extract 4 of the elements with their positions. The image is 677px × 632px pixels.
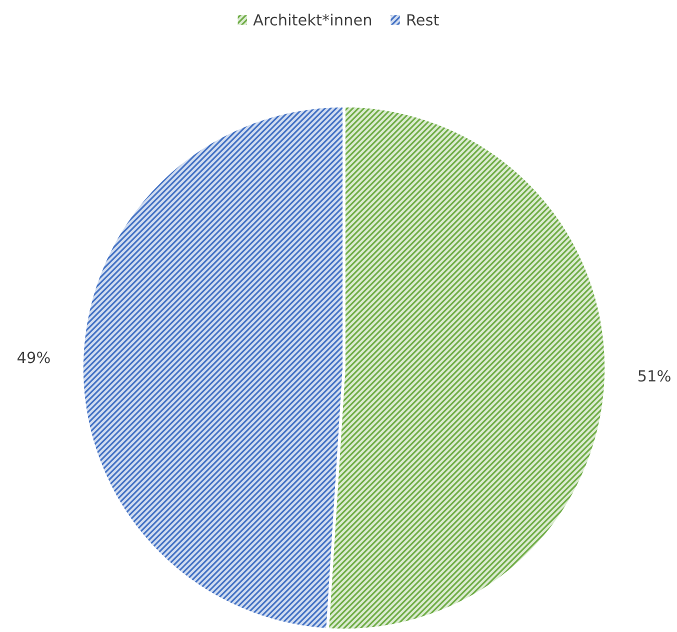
data-label: 51% (638, 370, 670, 382)
legend-label: Architekt*innen (253, 14, 372, 26)
legend-label: Rest (407, 14, 439, 26)
data-label: 49% (17, 352, 50, 364)
